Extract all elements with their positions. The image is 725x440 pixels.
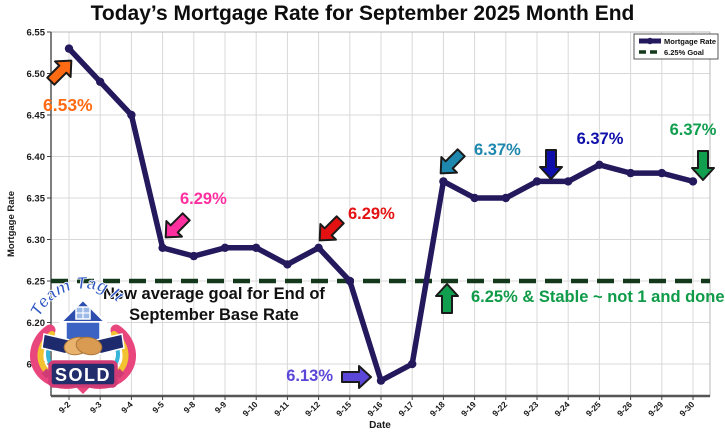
data-point-9-9: [220, 243, 230, 252]
goal-note: New average goal for End of September Ba…: [103, 285, 325, 324]
series-layer: [64, 44, 698, 385]
x-axis-title: Date: [369, 420, 391, 431]
annotation-label-6: 6.37%: [670, 121, 717, 139]
data-point-9-15: [345, 276, 354, 286]
x-tick-label-9-16: 9-16: [365, 399, 384, 418]
data-point-9-23: [532, 177, 542, 186]
data-point-9-22: [501, 193, 510, 203]
annotation-arrow-6.37%-5: [539, 149, 563, 180]
annotation-label-4: 6.37%: [474, 141, 521, 159]
annotation-label-1: 6.29%: [180, 190, 227, 208]
x-tick-label-9-11: 9-11: [272, 399, 291, 418]
grid-layer: [51, 31, 710, 396]
data-point-9-10: [252, 243, 261, 252]
annotation-arrow-goal-7: [435, 283, 459, 314]
annotation-arrow-6.37%-4: [439, 148, 466, 175]
x-tick-label-9-23: 9-23: [521, 399, 540, 418]
data-point-9-8: [189, 251, 198, 261]
goal-note-line-2: September Base Rate: [129, 306, 299, 324]
data-point-9-30: [688, 177, 698, 186]
x-tick-label-9-29: 9-29: [646, 399, 665, 418]
y-tick-label: 6.25: [27, 277, 46, 288]
y-tick-label: 6.30: [27, 235, 46, 246]
x-tick-label-9-12: 9-12: [303, 399, 322, 418]
y-tick-label: 6.35: [27, 194, 46, 205]
x-tick-label-9-22: 9-22: [490, 399, 509, 418]
x-tick-label-9-8: 9-8: [181, 399, 197, 415]
x-tick-label-9-3: 9-3: [88, 399, 104, 415]
x-tick-label-9-26: 9-26: [615, 399, 634, 418]
team-tag-it-sold-logo: SOLD Team Tag It: [26, 273, 136, 394]
data-point-9-4: [127, 110, 136, 120]
annotation-label-3: 6.13%: [286, 367, 333, 385]
x-tick-label-9-19: 9-19: [459, 399, 478, 418]
x-tick-label-9-2: 9-2: [57, 399, 73, 415]
legend-goal-label: 6.25% Goal: [664, 48, 704, 57]
annotation-arrow-6.29%-2: [318, 215, 345, 242]
y-tick-label: 6.55: [27, 28, 46, 39]
data-point-9-11: [283, 260, 292, 269]
annotation-arrow-6.53%-0: [46, 59, 73, 86]
data-point-9-24: [564, 177, 573, 186]
annotation-arrow-6.13%-3: [341, 365, 372, 389]
legend-series-label: Mortgage Rate: [664, 37, 716, 46]
x-tick-label-9-10: 9-10: [241, 399, 260, 418]
data-point-9-3: [96, 77, 105, 87]
data-point-9-5: [158, 243, 167, 252]
sold-badge: SOLD: [41, 360, 125, 394]
annotation-arrow-6.29%-1: [164, 212, 191, 239]
stable-note: 6.25% & Stable ~ not 1 and done: [471, 288, 725, 306]
chart-title: Today’s Mortgage Rate for September 2025…: [90, 2, 635, 25]
annotations-layer: 6.53% 6.29% 6.29% 6.13% 6.37% 6.37% 6.37%: [43, 59, 717, 389]
annotation-arrow-6.37%-6: [691, 150, 715, 181]
y-tick-label: 6.20: [27, 318, 46, 329]
data-point-9-19: [470, 193, 479, 203]
data-point-9-16: [376, 376, 386, 385]
data-point-9-29: [657, 168, 666, 178]
legend: Mortgage Rate 6.25% Goal: [633, 33, 719, 60]
x-tick-label-9-24: 9-24: [553, 399, 572, 418]
annotation-label-2: 6.29%: [348, 205, 395, 223]
annotation-label-0: 6.53%: [43, 95, 93, 115]
handshake-icon: [41, 333, 125, 356]
annotation-label-5: 6.37%: [577, 130, 624, 148]
x-tick-label-9-9: 9-9: [213, 399, 229, 415]
data-point-9-25: [595, 160, 604, 169]
x-tick-label-9-30: 9-30: [677, 399, 696, 418]
y-axis-title: Mortgage Rate: [6, 191, 17, 257]
data-point-9-26: [626, 168, 635, 178]
data-point-9-17: [408, 359, 417, 369]
x-tick-label-9-17: 9-17: [397, 399, 416, 418]
legend-series-marker: [646, 37, 654, 45]
x-tick-label-9-25: 9-25: [584, 399, 603, 418]
data-point-9-18: [439, 177, 448, 186]
y-tick-label: 6.50: [27, 69, 46, 80]
x-tick-label-9-18: 9-18: [428, 399, 447, 418]
y-tick-label: 6.45: [27, 111, 46, 122]
x-tick-label-9-5: 9-5: [150, 399, 166, 415]
house-icon: [58, 298, 108, 345]
legend-box: [633, 33, 719, 60]
y-tick-label: 6.40: [27, 152, 46, 163]
data-point-9-2: [64, 44, 74, 53]
x-tick-label-9-4: 9-4: [119, 399, 135, 415]
sold-text: SOLD: [55, 365, 111, 385]
data-point-9-12: [314, 243, 323, 252]
x-tick-label-9-15: 9-15: [334, 399, 353, 418]
goal-note-line-1: New average goal for End of: [103, 285, 325, 303]
